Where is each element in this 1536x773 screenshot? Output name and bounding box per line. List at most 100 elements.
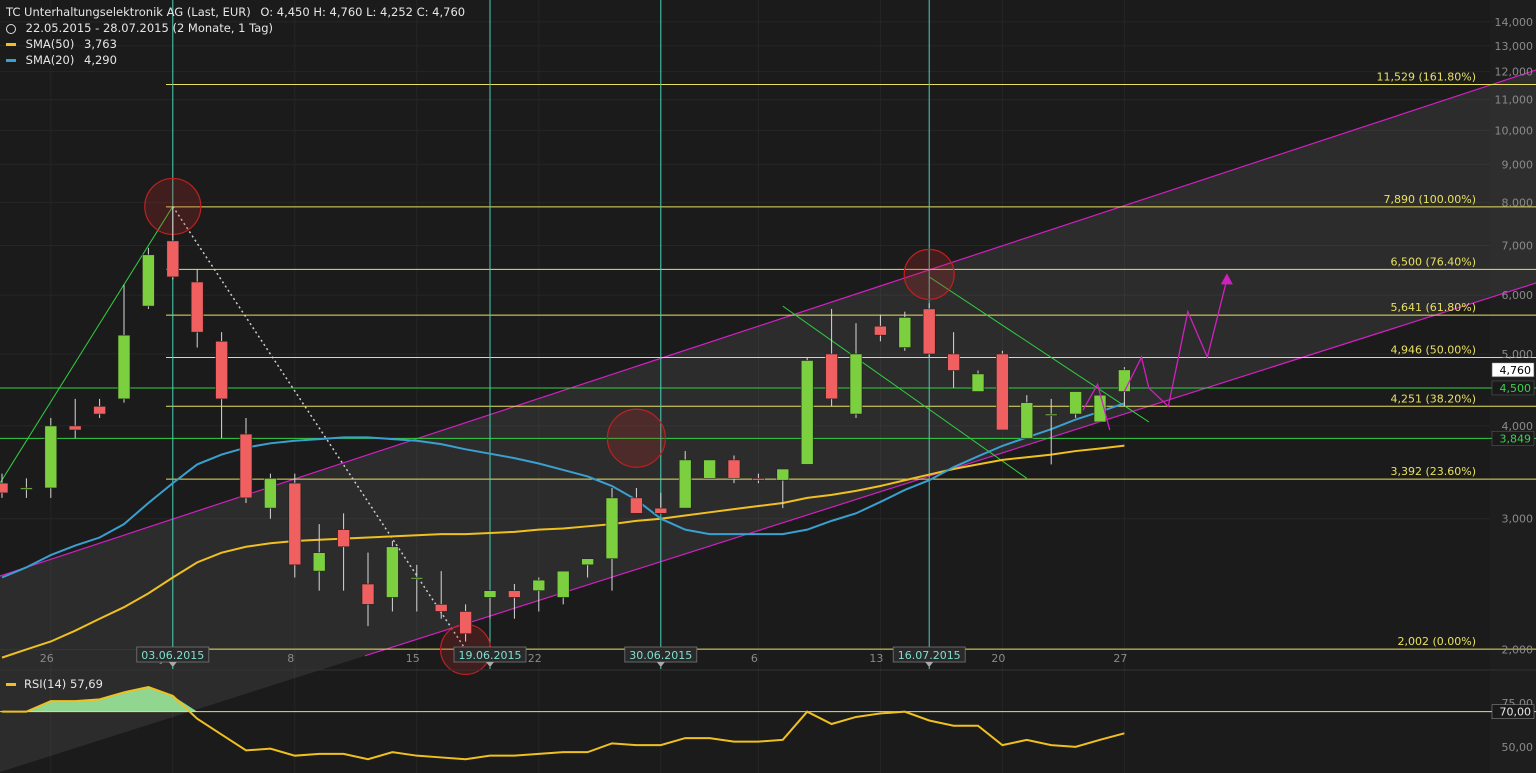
candle-body (874, 325, 887, 336)
candle-body (312, 552, 326, 572)
x-tick-label: 22 (528, 652, 542, 665)
candle-body (898, 317, 912, 348)
y-tick-label: 8,000 (1502, 196, 1534, 209)
fib-level-label: 4,946 (50.00%) (1390, 343, 1476, 356)
y-tick-label: 6,000 (1502, 289, 1534, 302)
fib-level-label: 4,251 (38.20%) (1390, 392, 1476, 405)
price-tag-box (1491, 362, 1535, 378)
candle-body (361, 583, 375, 605)
candle-body (825, 353, 838, 400)
rsi-tick-label: 50,00 (1502, 741, 1534, 754)
candle-body (508, 590, 521, 598)
candle-body (215, 341, 228, 400)
candle-body (264, 478, 277, 509)
candle-body (1118, 369, 1131, 392)
trend-line-down (928, 276, 1150, 423)
y-tick-label: 13,000 (1495, 40, 1534, 53)
ohlc-values: O: 4,450 H: 4,760 L: 4,252 C: 4,760 (260, 5, 466, 19)
candle-body (1044, 413, 1058, 416)
candle-body (605, 497, 619, 560)
fib-level-label: 7,890 (100.00%) (1383, 193, 1476, 206)
candle-body (1020, 402, 1034, 439)
sma20-swatch (6, 59, 16, 62)
candle-body (386, 546, 399, 598)
candle-body (1069, 391, 1082, 415)
candle-body (776, 468, 790, 481)
rsi-line (2, 686, 1125, 761)
candle-body (142, 254, 155, 307)
y-tick-label: 14,000 (1495, 16, 1534, 29)
x-tick-label: 6 (751, 652, 758, 665)
retracement-dotted-line (172, 206, 467, 650)
candle-body (239, 433, 253, 499)
date-marker-pointer (486, 662, 494, 667)
x-tick-label: 15 (406, 652, 420, 665)
candle-body (93, 406, 106, 415)
price-tag-label: 3,849 (1500, 432, 1532, 445)
y-tick-label: 4,000 (1502, 420, 1534, 433)
sma50-label: SMA(50) (25, 37, 75, 51)
sma50-value: 3,763 (84, 37, 117, 51)
candle-body (434, 604, 448, 612)
x-tick-label: 27 (1113, 652, 1127, 665)
date-marker-pointer (656, 662, 665, 667)
y-axis-labels: 3,000 4,000 5,000 6,000 7,000 8,000 9,000 10,00… (1495, 16, 1534, 657)
candle-body (410, 577, 424, 580)
price-tag-box (1491, 431, 1535, 446)
sma50-legend[interactable]: SMA(50) 3,763 (6, 37, 117, 51)
fib-level-label: 3,392 (23.60%) (1390, 465, 1476, 478)
period-row: 22.05.2015 - 28.07.2015 (2 Monate, 1 Tag… (6, 21, 273, 35)
date-marker-label: 30.06.2015 (629, 649, 692, 662)
candle-body (581, 558, 594, 566)
channel-upper-line (0, 69, 1536, 577)
projection-zigzag-small (1082, 382, 1111, 431)
trend-line-rise (0, 206, 174, 484)
projection-zigzag (1123, 279, 1228, 408)
y-tick-label: 7,000 (1502, 239, 1534, 252)
candle-body (922, 308, 936, 355)
y-tick-label: 9,000 (1502, 158, 1534, 171)
candle-body (166, 240, 180, 278)
y-tick-label: 10,000 (1495, 124, 1534, 137)
candle-body (532, 579, 546, 591)
rsi-label: RSI(14) (24, 677, 66, 691)
candle-body (678, 459, 692, 509)
sma20-legend[interactable]: SMA(20) 4,290 (6, 53, 117, 67)
fib-level-label: 5,641 (61.80%) (1390, 301, 1476, 314)
y-tick-label: 3,000 (1502, 513, 1534, 526)
candle-body (44, 425, 58, 489)
candle-body (971, 373, 985, 392)
x-tick-label: 26 (40, 652, 54, 665)
rsi-value: 57,69 (70, 677, 103, 691)
clock-icon (6, 23, 16, 34)
candles (0, 206, 1131, 642)
trend-line-fall (782, 305, 1028, 479)
rsi-swatch (6, 683, 16, 686)
candle-body (654, 507, 668, 514)
candle-body (996, 353, 1009, 431)
trend-channel-fill (0, 70, 1536, 772)
fib-level-label: 11,529 (161.80%) (1376, 71, 1476, 84)
candle-body (190, 281, 204, 333)
y-tick-label: 2,000 (1502, 643, 1534, 656)
fib-level-label: 2,002 (0.00%) (1397, 635, 1476, 648)
y-tick-label: 12,000 (1495, 66, 1534, 79)
candle-body (459, 611, 472, 635)
candle-body (68, 425, 82, 431)
highlight-circle (903, 248, 955, 300)
projection-arrowhead (1220, 273, 1233, 285)
x-tick-label: 13 (869, 652, 883, 665)
chart-title-row: TC Unterhaltungselektronik AG (Last, EUR… (6, 5, 465, 19)
sma20-value: 4,290 (84, 53, 117, 67)
date-marker-label: 16.07.2015 (898, 649, 961, 662)
candle-body (727, 459, 741, 479)
candle-body (337, 529, 350, 548)
price-tag-label: 4,500 (1500, 382, 1532, 395)
candle-body (117, 334, 131, 400)
price-tag-box (1491, 380, 1535, 396)
candle-body (800, 360, 814, 465)
sma50-swatch (6, 43, 16, 46)
x-tick-label: 8 (287, 652, 294, 665)
